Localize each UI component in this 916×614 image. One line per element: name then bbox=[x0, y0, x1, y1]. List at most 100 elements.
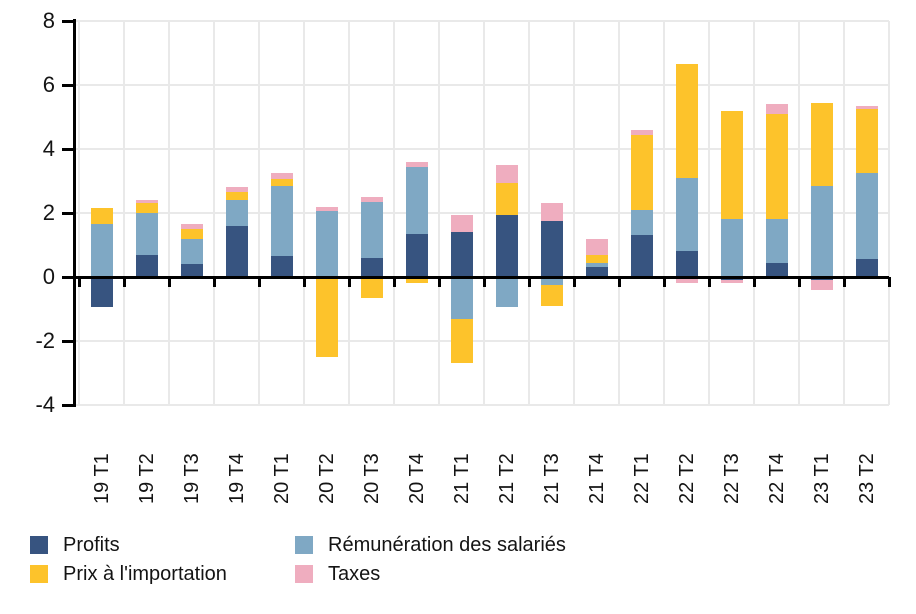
bar-segment bbox=[585, 238, 608, 255]
bar-segment bbox=[630, 235, 653, 277]
x-axis-tick bbox=[752, 277, 756, 287]
bar-segment bbox=[855, 105, 878, 109]
x-tick-label: 19 T3 bbox=[180, 453, 203, 504]
x-tick-label: 19 T4 bbox=[225, 453, 248, 504]
x-tick-label: 20 T2 bbox=[315, 453, 338, 504]
bar-segment bbox=[405, 233, 428, 277]
x-tick-label: 22 T3 bbox=[720, 453, 743, 504]
x-tick-label: 23 T1 bbox=[810, 453, 833, 504]
gridline-vertical bbox=[213, 21, 216, 405]
legend-label-profits: Profits bbox=[63, 533, 120, 556]
x-axis-tick bbox=[887, 277, 891, 287]
bar-segment bbox=[405, 277, 428, 284]
x-axis-tick bbox=[77, 277, 81, 287]
bar-segment bbox=[90, 208, 113, 225]
gridline-horizontal bbox=[73, 404, 889, 406]
gridline-vertical bbox=[528, 21, 531, 405]
x-axis-tick bbox=[482, 277, 486, 287]
bar-segment bbox=[180, 238, 203, 265]
y-tick-label: 2 bbox=[42, 200, 55, 225]
y-axis-tick bbox=[62, 276, 73, 279]
bar-segment bbox=[135, 254, 158, 277]
x-tick-label: 22 T1 bbox=[630, 453, 653, 504]
bar-segment bbox=[675, 177, 698, 252]
bar-segment bbox=[360, 277, 383, 298]
x-axis-line bbox=[73, 275, 889, 279]
bar-segment bbox=[495, 165, 518, 183]
y-axis-line bbox=[73, 19, 76, 407]
gridline-vertical bbox=[573, 21, 576, 405]
x-axis-tick bbox=[617, 277, 621, 287]
x-tick-label: 22 T2 bbox=[675, 453, 698, 504]
legend-swatch-prix-importation-icon bbox=[30, 565, 48, 583]
x-tick-label: 19 T2 bbox=[135, 453, 158, 504]
legend-label-prix-importation: Prix à l'importation bbox=[63, 562, 227, 585]
y-tick-label: 6 bbox=[42, 72, 55, 97]
bar-segment bbox=[720, 110, 743, 220]
bar-segment bbox=[495, 214, 518, 277]
bar-segment bbox=[540, 221, 563, 277]
bar-segment bbox=[495, 277, 518, 308]
bar-segment bbox=[720, 280, 743, 284]
x-axis-tick bbox=[392, 277, 396, 287]
legend-label-taxes: Taxes bbox=[328, 562, 381, 585]
gridline-horizontal bbox=[73, 84, 889, 86]
bar-segment bbox=[720, 219, 743, 277]
bar-segment bbox=[450, 232, 473, 277]
y-tick-label: 0 bbox=[42, 264, 55, 289]
x-axis-tick bbox=[842, 277, 846, 287]
x-axis-tick bbox=[302, 277, 306, 287]
bar-segment bbox=[810, 280, 833, 290]
x-axis-tick bbox=[797, 277, 801, 287]
gridline-vertical bbox=[843, 21, 846, 405]
bar-segment bbox=[585, 262, 608, 268]
x-axis-tick bbox=[437, 277, 441, 287]
x-tick-label: 22 T4 bbox=[765, 453, 788, 504]
bar-segment bbox=[765, 113, 788, 220]
gridline-vertical bbox=[798, 21, 801, 405]
y-tick-label: -2 bbox=[35, 328, 55, 353]
gridline-vertical bbox=[483, 21, 486, 405]
bar-segment bbox=[315, 206, 338, 212]
y-axis-tick bbox=[62, 404, 73, 407]
bar-segment bbox=[855, 173, 878, 260]
bar-segment bbox=[765, 219, 788, 263]
bar-segment bbox=[855, 109, 878, 173]
x-axis-tick bbox=[662, 277, 666, 287]
bar-segment bbox=[810, 185, 833, 277]
y-axis-tick bbox=[62, 148, 73, 151]
legend-item-taxes: Taxes bbox=[295, 561, 380, 587]
legend-item-remuneration: Rémunération des salariés bbox=[295, 532, 566, 558]
y-axis-tick bbox=[62, 340, 73, 343]
bar-segment bbox=[630, 134, 653, 210]
legend-item-prix-importation: Prix à l'importation bbox=[30, 561, 227, 587]
x-axis-tick bbox=[167, 277, 171, 287]
legend-swatch-taxes-icon bbox=[295, 565, 313, 583]
bar-segment bbox=[675, 277, 698, 284]
gridline-vertical bbox=[618, 21, 621, 405]
bar-segment bbox=[765, 104, 788, 114]
x-axis-tick bbox=[572, 277, 576, 287]
bar-segment bbox=[675, 64, 698, 178]
bar-segment bbox=[495, 182, 518, 215]
x-tick-label: 23 T2 bbox=[855, 453, 878, 504]
gridline-vertical bbox=[438, 21, 441, 405]
legend-item-profits: Profits bbox=[30, 532, 120, 558]
gridline-vertical bbox=[888, 21, 891, 405]
bar-segment bbox=[450, 214, 473, 233]
bar-segment bbox=[540, 203, 563, 221]
legend-swatch-remuneration-icon bbox=[295, 536, 313, 554]
bar-segment bbox=[225, 225, 248, 277]
bar-segment bbox=[180, 229, 203, 239]
bar-segment bbox=[765, 262, 788, 277]
x-tick-label: 21 T2 bbox=[495, 453, 518, 504]
y-tick-label: 4 bbox=[42, 136, 55, 161]
x-tick-label: 21 T4 bbox=[585, 453, 608, 504]
x-tick-label: 21 T1 bbox=[450, 453, 473, 504]
bar-segment bbox=[270, 173, 293, 180]
bar-segment bbox=[855, 259, 878, 277]
bar-segment bbox=[405, 166, 428, 234]
bar-segment bbox=[630, 129, 653, 135]
x-axis-tick bbox=[257, 277, 261, 287]
